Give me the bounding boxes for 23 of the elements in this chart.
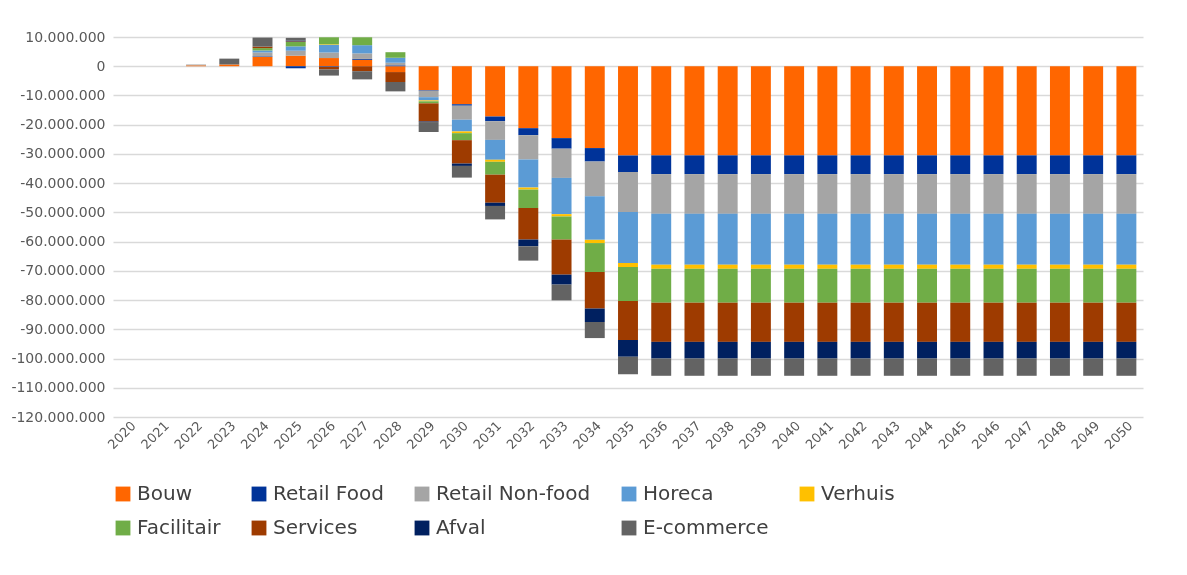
y-tick-label: -120.000.000 — [11, 408, 106, 425]
y-tick-label: -70.000.000 — [20, 262, 106, 279]
legend-label: Verhuis — [821, 481, 895, 505]
legend-label: Afval — [436, 515, 486, 539]
y-tick-label: -40.000.000 — [20, 174, 106, 191]
y-tick-label: -110.000.000 — [11, 379, 106, 396]
y-tick-label: -50.000.000 — [20, 203, 106, 220]
y-tick-label: -20.000.000 — [20, 116, 106, 133]
legend-label: Bouw — [137, 481, 192, 505]
legend-label: Facilitair — [137, 515, 222, 539]
legend-label: Retail Non-food — [436, 481, 591, 505]
y-tick-label: -90.000.000 — [20, 320, 106, 337]
legend-label: Horeca — [643, 481, 714, 505]
y-tick-label: -60.000.000 — [20, 233, 106, 250]
y-tick-label: -30.000.000 — [20, 145, 106, 162]
y-tick-label: -100.000.000 — [11, 350, 106, 367]
legend-label: Services — [273, 515, 358, 539]
legend-label: Retail Food — [273, 481, 384, 505]
y-tick-label: -80.000.000 — [20, 291, 106, 308]
y-tick-label: 0 — [96, 57, 106, 74]
legend-label: E-commerce — [643, 515, 769, 539]
y-tick-label: 10.000.000 — [25, 28, 106, 45]
y-tick-label: -10.000.000 — [20, 86, 106, 103]
